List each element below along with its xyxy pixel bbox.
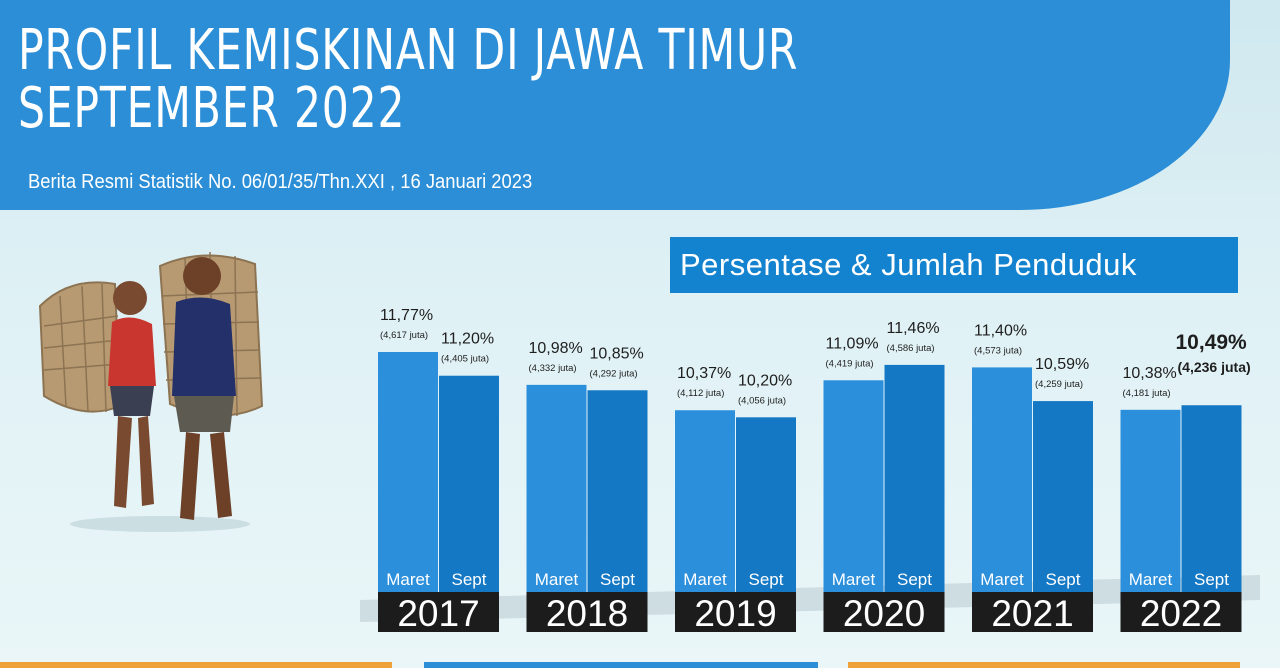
count-label-2017-maret: (4,617 juta) — [380, 330, 428, 341]
period-label-2021-sept: Sept — [1046, 570, 1081, 589]
count-label-2022-maret: (4,181 juta) — [1123, 388, 1171, 399]
period-label-2019-maret: Maret — [683, 570, 727, 589]
year-label-2022: 2022 — [1140, 593, 1222, 634]
page-title: PROFIL KEMISKINAN DI JAWA TIMUR SEPTEMBE… — [18, 22, 798, 138]
period-label-2017-sept: Sept — [452, 570, 487, 589]
year-band-2018 — [526, 592, 648, 632]
year-band-2022 — [1120, 592, 1242, 632]
count-label-2017-sept: (4,405 juta) — [441, 354, 489, 365]
bar-2022-sept — [1181, 405, 1242, 592]
bar-2022-maret — [1120, 409, 1181, 592]
year-label-2018: 2018 — [546, 593, 628, 634]
value-label-2022-sept: 10,49% — [1176, 331, 1248, 354]
period-label-2020-sept: Sept — [897, 570, 932, 589]
value-label-2020-maret: 11,09% — [826, 335, 879, 352]
period-label-2018-sept: Sept — [600, 570, 635, 589]
value-label-2021-sept: 10,59% — [1035, 356, 1089, 373]
year-band-2020 — [823, 592, 945, 632]
bar-2019-maret — [675, 410, 735, 592]
bar-2018-sept — [587, 390, 648, 592]
header-banner: PROFIL KEMISKINAN DI JAWA TIMUR SEPTEMBE… — [0, 0, 1230, 210]
chart-title: Persentase & Jumlah Penduduk — [670, 237, 1238, 293]
bar-2020-maret — [823, 380, 884, 592]
footer-strip-blue — [424, 662, 818, 668]
value-label-2019-sept: 10,20% — [738, 372, 792, 389]
year-label-2017: 2017 — [397, 593, 479, 634]
count-label-2021-sept: (4,259 juta) — [1035, 379, 1083, 390]
period-label-2022-sept: Sept — [1194, 570, 1229, 589]
value-label-2017-maret: 11,77% — [380, 307, 433, 324]
footer-strip-orange-left — [0, 662, 392, 668]
period-label-2021-maret: Maret — [980, 570, 1024, 589]
value-label-2017-sept: 11,20% — [441, 331, 494, 348]
value-label-2021-maret: 11,40% — [974, 322, 1027, 339]
bar-2020-sept — [884, 364, 945, 592]
count-label-2020-maret: (4,419 juta) — [826, 358, 874, 369]
bar-2021-sept — [1033, 401, 1093, 592]
period-label-2017-maret: Maret — [386, 570, 430, 589]
page-subtitle: Berita Resmi Statistik No. 06/01/35/Thn.… — [28, 171, 533, 193]
count-label-2018-sept: (4,292 juta) — [590, 368, 638, 379]
bar-2017-maret — [378, 352, 438, 592]
year-label-2019: 2019 — [694, 593, 776, 634]
page-title-line-1: PROFIL KEMISKINAN DI JAWA TIMUR — [18, 18, 799, 83]
count-label-2018-maret: (4,332 juta) — [529, 363, 577, 374]
bar-2018-maret — [526, 384, 587, 592]
children-carrying-baskets-photo — [30, 236, 270, 536]
period-label-2020-maret: Maret — [832, 570, 876, 589]
value-label-2020-sept: 11,46% — [887, 320, 940, 337]
year-label-2021: 2021 — [991, 593, 1073, 634]
bar-2021-maret — [972, 367, 1032, 592]
count-label-2020-sept: (4,586 juta) — [887, 343, 935, 354]
value-label-2018-maret: 10,98% — [529, 340, 583, 357]
count-label-2019-maret: (4,112 juta) — [677, 388, 724, 399]
year-band-2019 — [675, 592, 796, 632]
period-label-2022-maret: Maret — [1129, 570, 1173, 589]
value-label-2022-maret: 10,38% — [1123, 365, 1177, 382]
period-label-2018-maret: Maret — [535, 570, 579, 589]
value-label-2019-maret: 10,37% — [677, 365, 731, 382]
count-label-2021-maret: (4,573 juta) — [974, 345, 1022, 356]
count-label-2022-sept: (4,236 juta) — [1178, 359, 1251, 375]
year-band-2017 — [378, 592, 499, 632]
page-title-line-2: SEPTEMBER 2022 — [18, 76, 406, 141]
bar-2019-sept — [736, 417, 796, 592]
period-label-2019-sept: Sept — [749, 570, 784, 589]
year-band-2021 — [972, 592, 1093, 632]
year-label-2020: 2020 — [843, 593, 925, 634]
count-label-2019-sept: (4,056 juta) — [738, 395, 786, 406]
footer-strip-orange-right — [848, 662, 1240, 668]
bar-2017-sept — [439, 375, 499, 592]
value-label-2018-sept: 10,85% — [590, 345, 644, 362]
